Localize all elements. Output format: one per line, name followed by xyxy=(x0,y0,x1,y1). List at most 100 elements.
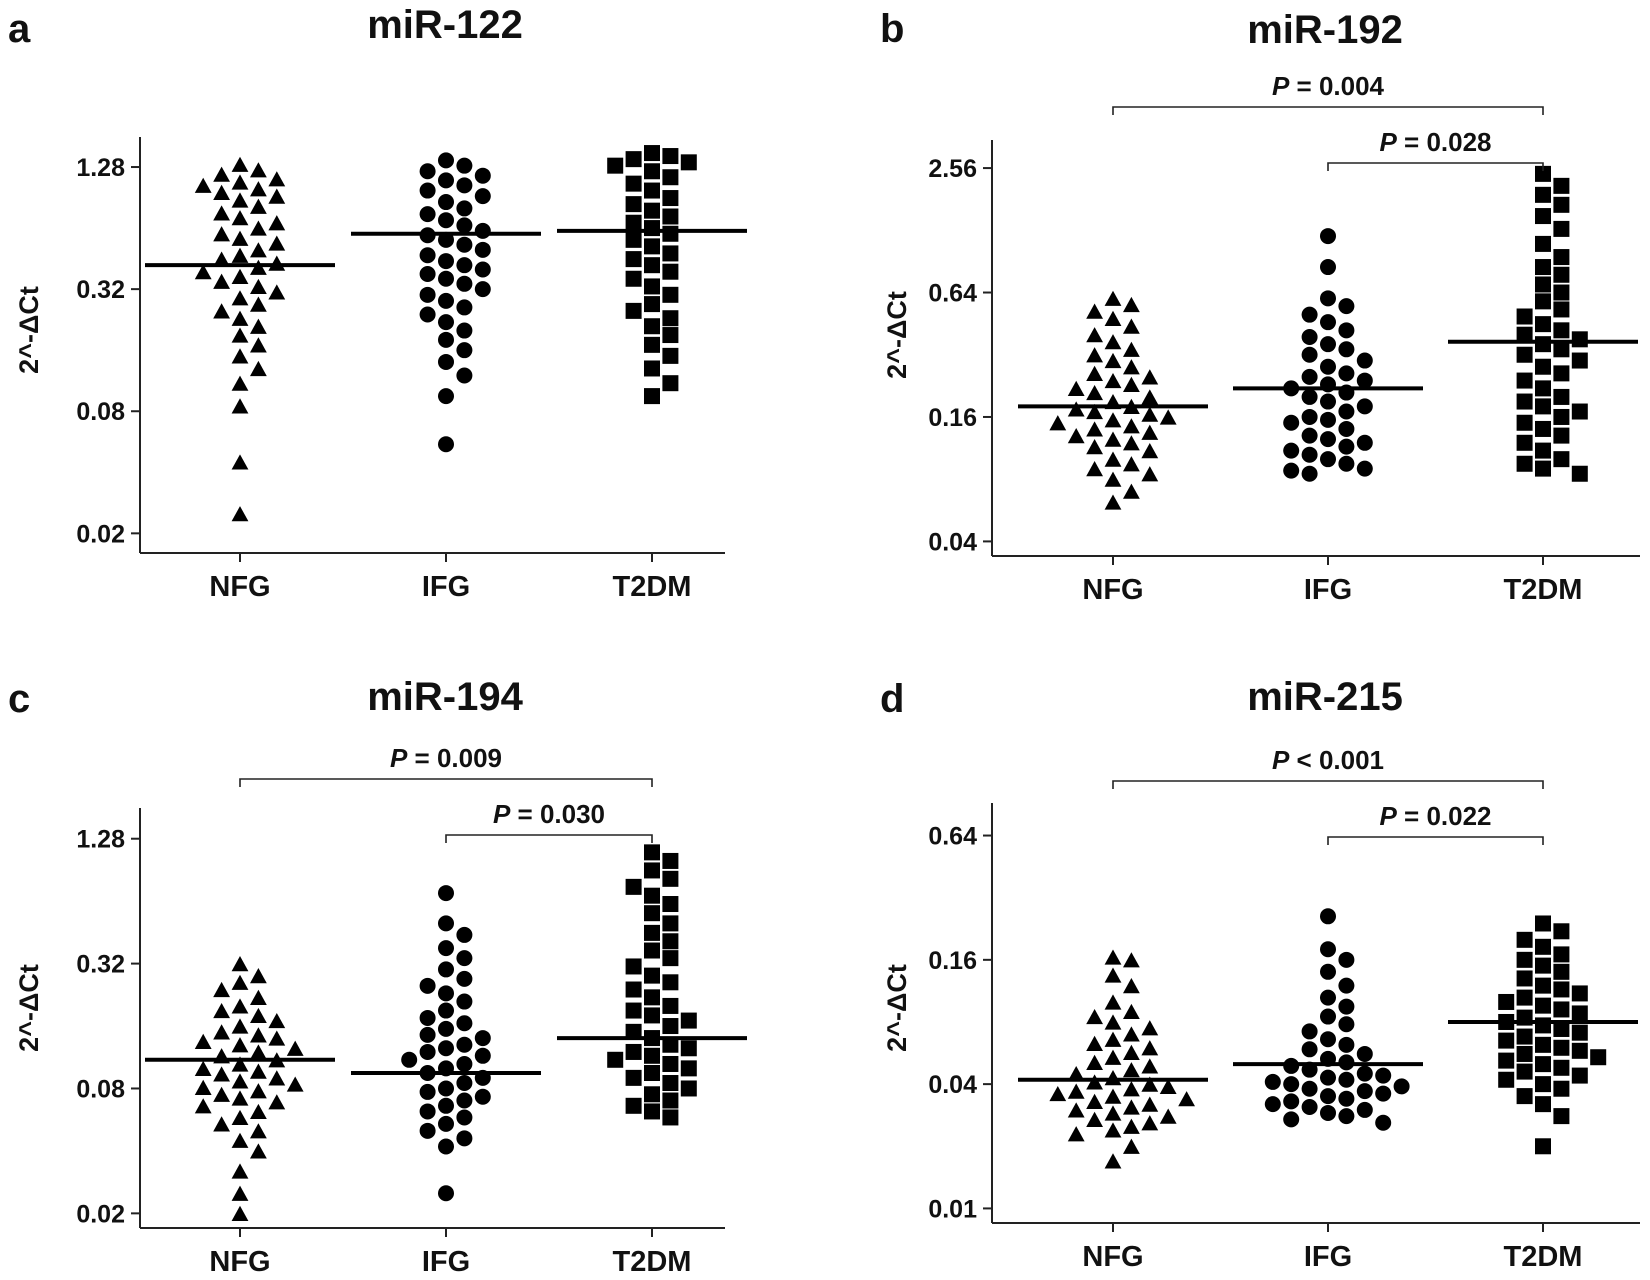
y-tick-label: 0.32 xyxy=(76,951,125,979)
data-point-triangle xyxy=(1104,1014,1122,1030)
data-point-square xyxy=(1516,1063,1533,1080)
data-point-triangle xyxy=(250,259,267,275)
data-point-circle xyxy=(438,314,454,331)
data-point-triangle xyxy=(231,327,249,343)
data-point-square xyxy=(644,924,660,941)
data-point-square xyxy=(644,182,660,199)
data-point-triangle xyxy=(1104,494,1122,510)
data-point-triangle xyxy=(1086,303,1103,319)
p-value: = 0.030 xyxy=(510,799,605,829)
data-point-square xyxy=(625,151,642,168)
data-point-triangle xyxy=(1067,1102,1085,1118)
data-point-triangle xyxy=(213,251,230,267)
data-point-triangle xyxy=(194,1060,212,1076)
data-point-circle xyxy=(1338,977,1355,994)
data-point-square xyxy=(1553,249,1570,266)
data-point-square xyxy=(1553,266,1570,283)
data-point-circle xyxy=(1320,314,1336,331)
data-point-square xyxy=(1571,1042,1588,1059)
data-point-square xyxy=(1516,951,1533,968)
data-point-triangle xyxy=(1123,952,1140,968)
data-point-triangle xyxy=(1104,451,1122,467)
data-point-square xyxy=(1571,331,1588,348)
data-point-circle xyxy=(1320,290,1336,307)
data-point-triangle xyxy=(1123,978,1140,994)
panel-letter: b xyxy=(880,7,904,51)
data-point-triangle xyxy=(1067,1083,1085,1099)
data-point-square xyxy=(1553,284,1570,301)
data-point-triangle xyxy=(1141,369,1159,385)
data-point-square xyxy=(662,148,679,165)
data-point-square xyxy=(680,1080,697,1097)
data-point-circle xyxy=(1301,1098,1318,1115)
x-tick-label: IFG xyxy=(422,1246,470,1278)
x-tick-label: T2DM xyxy=(613,1246,692,1278)
data-point-triangle xyxy=(1141,389,1159,405)
data-point-circle xyxy=(1338,1016,1355,1033)
data-point-triangle xyxy=(1123,359,1140,375)
data-point-triangle xyxy=(1104,949,1122,965)
data-point-circle xyxy=(438,1097,454,1114)
data-point-triangle xyxy=(1086,384,1103,401)
data-point-triangle xyxy=(286,1076,304,1092)
data-point-square xyxy=(644,844,660,861)
data-point-circle xyxy=(456,236,473,253)
data-point-circle xyxy=(456,275,473,292)
data-point-circle xyxy=(1301,328,1318,345)
data-point-square xyxy=(662,1109,679,1126)
data-point-square xyxy=(1553,451,1570,468)
chart-title: miR-194 xyxy=(367,675,523,719)
data-point-square xyxy=(1535,186,1551,203)
data-point-triangle xyxy=(1104,471,1122,487)
data-point-square xyxy=(1553,365,1570,382)
data-point-triangle xyxy=(1086,421,1103,437)
data-point-circle xyxy=(1356,1065,1373,1082)
data-point-triangle xyxy=(250,968,267,984)
data-point-triangle xyxy=(231,230,249,246)
data-point-circle xyxy=(456,970,473,987)
data-point-square xyxy=(1535,398,1551,415)
data-point-circle xyxy=(419,1122,436,1139)
x-tick-label: NFG xyxy=(1082,1241,1143,1273)
data-point-triangle xyxy=(268,235,286,251)
data-point-square xyxy=(644,1103,660,1120)
data-point-circle xyxy=(438,1020,454,1037)
data-point-triangle xyxy=(268,1094,286,1110)
p-symbol: P xyxy=(1272,745,1290,775)
data-point-square xyxy=(1553,196,1570,213)
data-point-square xyxy=(644,967,660,984)
data-point-circle xyxy=(438,388,454,405)
data-point-circle xyxy=(1393,1078,1410,1095)
data-point-triangle xyxy=(1104,1070,1122,1086)
data-point-square xyxy=(1553,981,1570,998)
data-point-circle xyxy=(1356,1045,1373,1062)
data-point-triangle xyxy=(250,220,267,236)
data-point-circle xyxy=(438,885,454,902)
data-point-square xyxy=(1553,427,1570,444)
data-point-square xyxy=(680,154,697,171)
data-point-square xyxy=(662,915,679,932)
data-point-triangle xyxy=(194,1079,212,1095)
y-axis-label: 2^-ΔCt xyxy=(14,964,44,1052)
y-tick-label: 0.64 xyxy=(928,823,977,851)
p-value: < 0.001 xyxy=(1289,745,1384,775)
data-point-square xyxy=(607,1051,624,1068)
data-point-circle xyxy=(1375,1114,1392,1131)
data-point-circle xyxy=(456,367,473,384)
data-point-triangle xyxy=(1086,1008,1103,1025)
data-point-circle xyxy=(456,157,473,174)
data-point-square xyxy=(662,997,679,1014)
y-tick-label: 0.04 xyxy=(928,528,977,556)
data-point-triangle xyxy=(1104,431,1122,447)
panel-letter: a xyxy=(8,7,31,51)
x-tick-label: T2DM xyxy=(1504,574,1583,606)
data-point-circle xyxy=(456,1075,473,1092)
data-point-triangle xyxy=(1086,1054,1103,1070)
data-point-triangle xyxy=(250,1044,267,1060)
data-point-circle xyxy=(438,1002,454,1019)
y-tick-label: 0.32 xyxy=(76,276,125,304)
data-point-square xyxy=(662,933,679,950)
data-point-square xyxy=(1535,276,1551,293)
data-point-triangle xyxy=(231,1018,249,1034)
data-point-circle xyxy=(419,286,436,303)
